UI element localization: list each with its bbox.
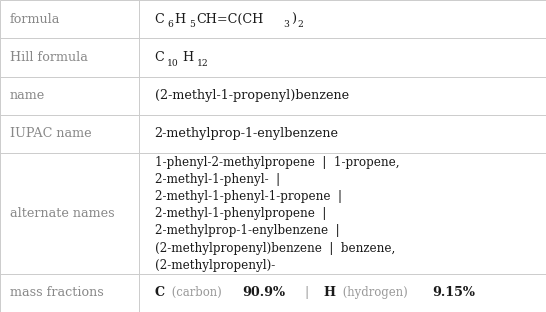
Text: 10: 10 <box>167 59 179 67</box>
Text: C: C <box>155 286 165 299</box>
Text: H: H <box>175 13 186 26</box>
Text: 3: 3 <box>283 20 289 29</box>
Text: (hydrogen): (hydrogen) <box>339 286 411 299</box>
Text: formula: formula <box>10 13 60 26</box>
Text: CH=C(CH: CH=C(CH <box>197 13 264 26</box>
Text: (2-methyl-1-propenyl)benzene: (2-methyl-1-propenyl)benzene <box>155 89 349 102</box>
Text: mass fractions: mass fractions <box>10 286 104 299</box>
Text: alternate names: alternate names <box>10 207 115 220</box>
Text: ): ) <box>291 13 296 26</box>
Text: 5: 5 <box>189 20 195 29</box>
Text: C: C <box>155 51 164 64</box>
Text: |: | <box>297 286 318 299</box>
Text: name: name <box>10 89 45 102</box>
Text: (carbon): (carbon) <box>168 286 225 299</box>
Text: IUPAC name: IUPAC name <box>10 128 91 140</box>
Text: H: H <box>182 51 193 64</box>
Text: Hill formula: Hill formula <box>10 51 88 64</box>
Text: 2-methylprop-1-enylbenzene: 2-methylprop-1-enylbenzene <box>155 128 339 140</box>
Text: 90.9%: 90.9% <box>242 286 285 299</box>
Text: 2: 2 <box>298 20 304 29</box>
Text: H: H <box>323 286 335 299</box>
Text: 12: 12 <box>197 59 209 67</box>
Text: C: C <box>155 13 164 26</box>
Text: 9.15%: 9.15% <box>432 286 476 299</box>
Text: 1-phenyl-2-methylpropene  |  1-propene,
2-methyl-1-phenyl-  |
2-methyl-1-phenyl-: 1-phenyl-2-methylpropene | 1-propene, 2-… <box>155 156 399 272</box>
Text: 6: 6 <box>167 20 173 29</box>
